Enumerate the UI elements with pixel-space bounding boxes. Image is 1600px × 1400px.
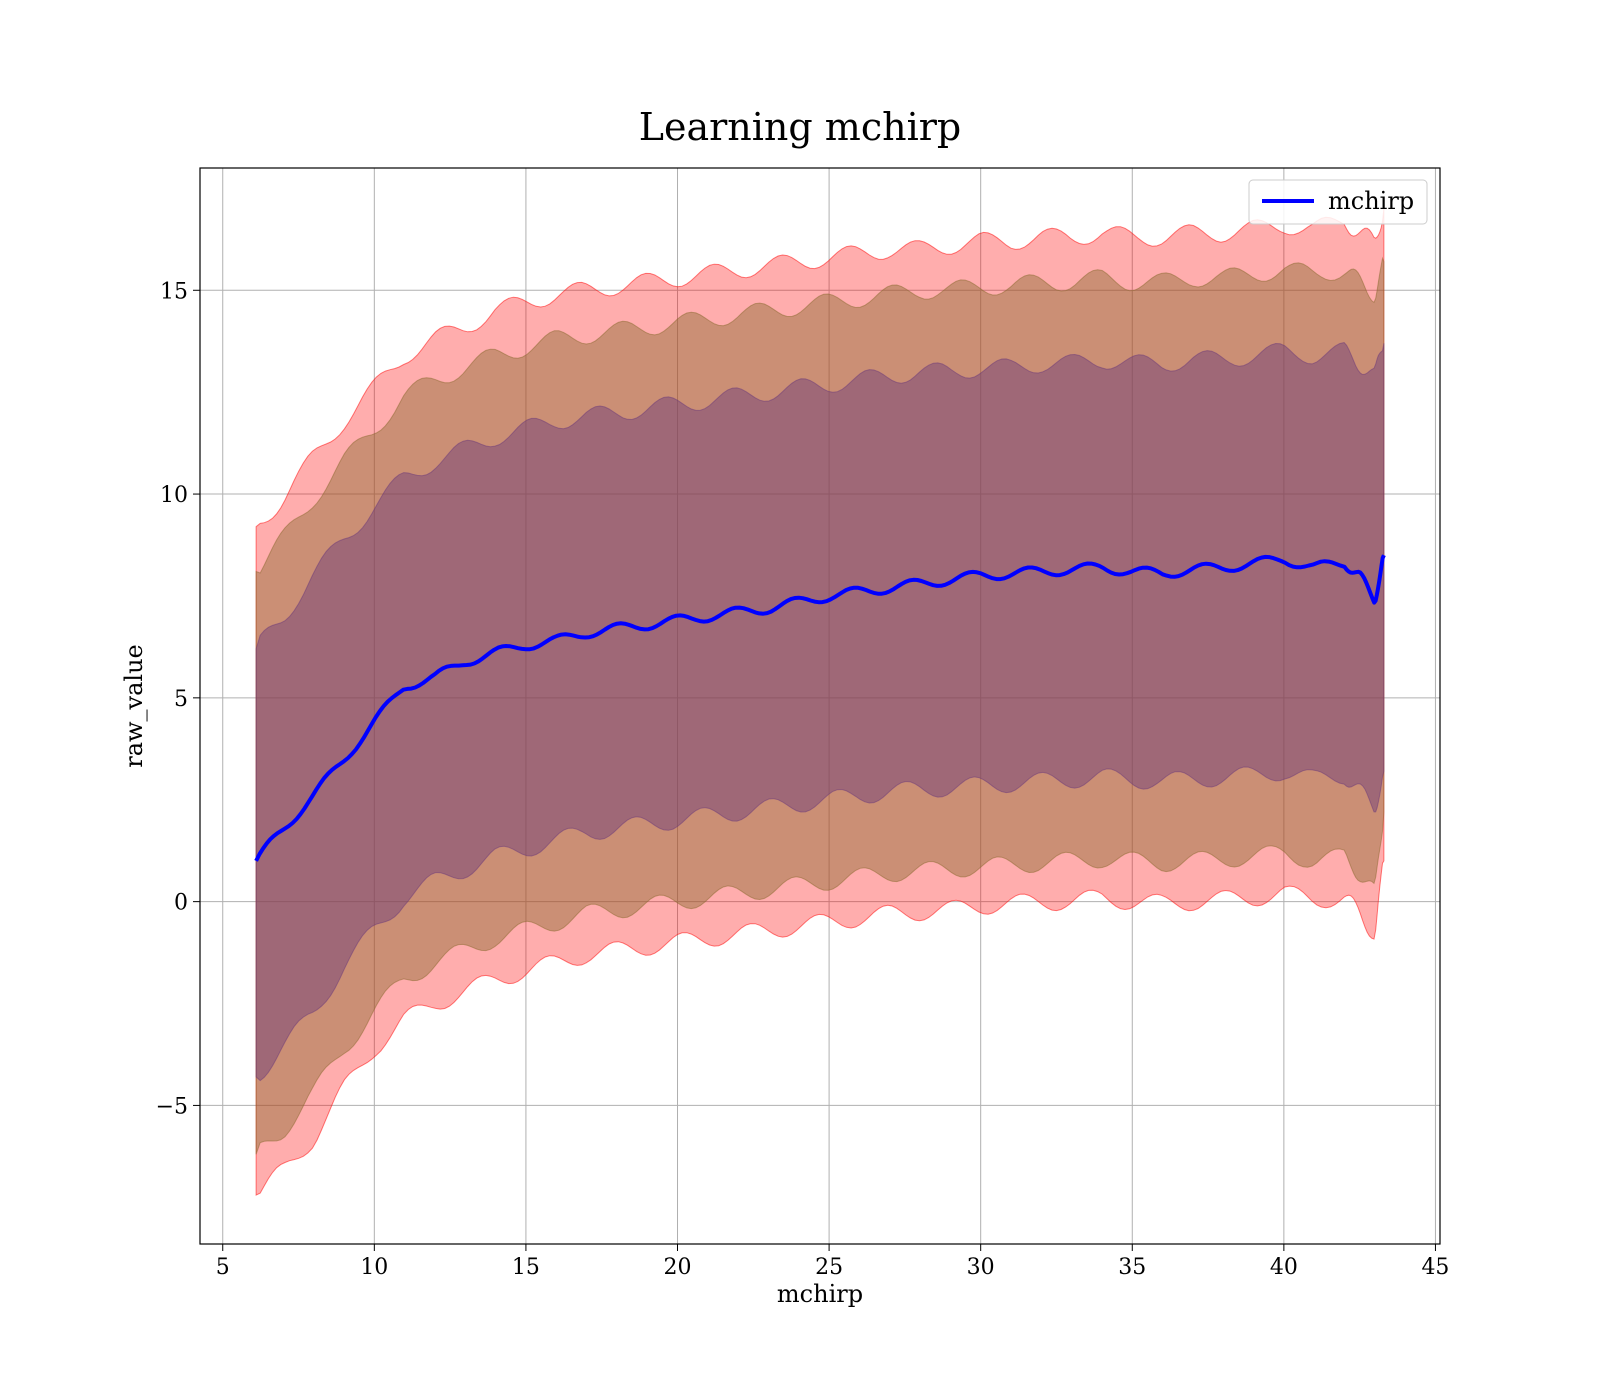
bands (255, 208, 1385, 1196)
x-axis-label: mchirp (777, 1280, 863, 1308)
legend-label: mchirp (1328, 187, 1414, 215)
series-lines (254, 554, 1386, 862)
y-tick-label: 0 (174, 891, 188, 916)
band-3 (255, 341, 1385, 1082)
y-axis-ticks: −5 0 5 10 15 (156, 279, 200, 1119)
x-tick-label: 15 (512, 1255, 540, 1280)
y-tick-label: −5 (156, 1094, 188, 1119)
y-tick-label: 5 (174, 687, 188, 712)
x-tick-label: 45 (1421, 1255, 1449, 1280)
legend: mchirp (1248, 179, 1428, 225)
x-tick-label: 20 (664, 1255, 692, 1280)
plot-frame (199, 167, 1441, 1245)
x-tick-label: 5 (216, 1255, 230, 1280)
y-axis-label: raw_value (120, 644, 148, 768)
x-tick-label: 40 (1270, 1255, 1298, 1280)
x-tick-label: 30 (967, 1255, 995, 1280)
chart-title: Learning mchirp (639, 105, 961, 149)
legend-box (1248, 179, 1428, 225)
x-axis-ticks: 5 10 15 20 25 30 35 40 45 (216, 1244, 1449, 1280)
x-tick-label: 10 (360, 1255, 388, 1280)
x-tick-label: 35 (1118, 1255, 1146, 1280)
y-tick-label: 10 (160, 483, 188, 508)
series-line-mchirp (254, 554, 1386, 862)
grid (200, 168, 1440, 1244)
y-tick-label: 15 (160, 279, 188, 304)
band-2 (255, 256, 1385, 1155)
band-1 (255, 208, 1385, 1196)
x-tick-label: 25 (815, 1255, 843, 1280)
